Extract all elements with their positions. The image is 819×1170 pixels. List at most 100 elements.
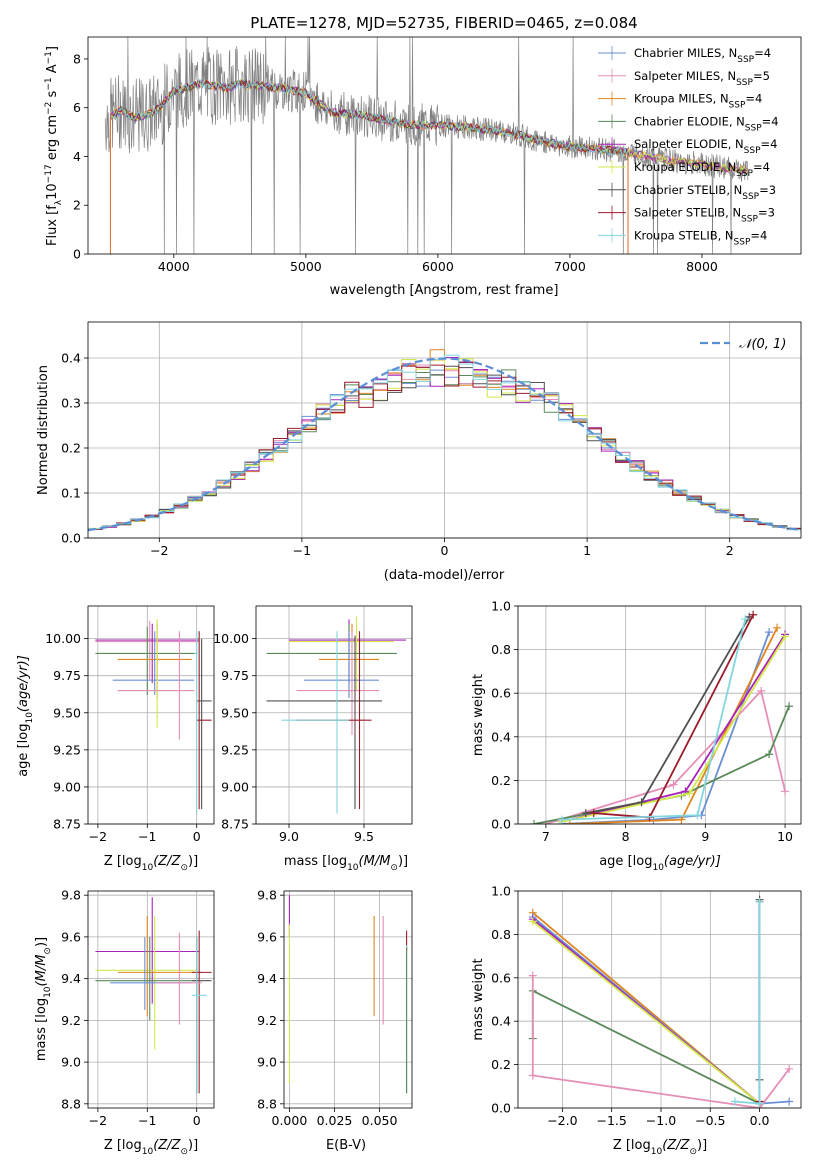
x-tick-label: 0.0 [750,1113,770,1128]
axes-frame [517,890,802,1109]
label-segment: 10 [347,863,359,873]
y-tick-label: 0.2 [491,773,511,788]
label-segment: s [45,90,60,101]
y-tick-label: 9.4 [61,971,81,986]
y-tick-label: 9.75 [221,668,249,683]
data-point-mil_kr [773,623,782,632]
x-axis-label: wavelength [Angstrom, rest frame] [330,283,559,298]
data-point-st_kr [741,615,750,624]
series-line-mil_ch [561,631,770,824]
axes-frame [87,890,215,1109]
label-segment: =3 [759,183,776,197]
label-segment: =3 [758,206,775,220]
chart-spectrum: 4000 5000 6000 7000 8000 0 2 4 6 8 PLATE=1278, MJD… [44,14,802,298]
data-point-st_kr [755,1099,764,1108]
y-tick-label: 0.8 [491,642,511,657]
legend-entry: 𝒩(0, 1) [739,337,786,352]
y-tick-label: 0.6 [491,970,511,985]
y-tick-label: 9.6 [61,929,81,944]
series-line-el_sa [561,633,786,823]
label-segment: )] [697,1138,707,1153]
y-tick-label: 8.8 [257,1096,277,1111]
label-segment: SSP [742,192,759,202]
legend-entry: Salpeter MILES, NSSP=5 [634,69,770,88]
series-line-mil_sa [531,975,790,1108]
data-point-mil_ch [785,1097,794,1106]
legend-entry: Kroupa ELODIE, NSSP=4 [634,160,770,179]
x-tick-label: 4000 [158,259,190,274]
x-tick-label: −1 [138,1113,156,1128]
data-point-st_sa [589,809,598,818]
plot-area-mass_vs_z [95,897,212,1094]
plot-area-mass_vs_ebv [288,895,408,1094]
x-tick-label: −2.0 [547,1113,577,1128]
model-curve-st_kr [112,78,629,157]
y-tick-label: 9.25 [53,742,81,757]
x-tick-label: 9 [701,829,709,844]
label-segment: Z [log [104,854,142,869]
axes-frame [517,605,802,825]
x-tick-label: 7000 [554,259,586,274]
label-segment: 10 [45,183,60,200]
plot-area-residuals [88,349,801,532]
y-tick-label: 8.75 [221,817,249,832]
y-tick-label: 0.4 [61,351,81,366]
legend-entry: Chabrier MILES, NSSP=4 [634,46,771,65]
label-segment: A [45,64,60,77]
x-tick-label: −1 [138,829,156,844]
label-segment: mass [log [34,998,49,1061]
plot-area-massweight_vs_z [528,895,794,1108]
label-segment: SSP [744,146,761,156]
label-segment: )] [188,1138,198,1153]
axes-frame [87,605,215,825]
y-tick-label: 9.00 [221,779,249,794]
x-tick-label: 8 [622,829,630,844]
axes-frame [87,321,802,539]
label-segment: Kroupa ELODIE, N [634,160,736,174]
y-axis-label: mass weight [471,674,486,756]
label-segment: Z [log [104,1138,142,1153]
y-tick-label: 10.00 [213,631,249,646]
plot-area-age_vs_mass [266,616,406,814]
data-point-el_kr [781,632,790,641]
label-segment: =5 [753,69,770,83]
x-tick-label: 7 [542,829,550,844]
label-segment: Chabrier STELIB, N [634,183,742,197]
y-tick-label: 8.8 [61,1096,81,1111]
label-segment: =4 [761,137,778,151]
x-tick-label: 0 [193,829,201,844]
chart-mass_vs_ebv: 0.000 0.025 0.050 8.8 9.0 9.2 9.4 9.6 9.8 E(B-V) [257,888,413,1153]
data-point-mil_sa [528,1071,537,1080]
label-segment: )] [188,854,198,869]
data-point-mil_sa [757,687,766,696]
y-axis-label: age [log10(age/yr)] [16,655,35,777]
y-tick-label: 0.0 [491,1101,511,1116]
data-point-mil_ch [765,628,774,637]
label-segment: 10 [142,863,154,873]
label-segment: −1 [44,77,54,90]
data-point-st_ch [581,809,590,818]
label-segment: Flux [f [45,205,60,246]
label-segment: ⊙ [390,863,398,873]
y-tick-label: 9.2 [61,1013,81,1028]
plot-area-massweight_vs_age [529,610,794,824]
y-tick-label: 9.2 [257,1013,277,1028]
x-tick-label: 8000 [686,259,718,274]
y-tick-label: 0.8 [491,927,511,942]
chart-massweight_vs_z: −2.0 −1.5 −1.0 −0.5 0.0 0.0 0.2 0.4 0.6 0.8 1.0 Z [… [471,884,802,1157]
y-tick-label: 9.75 [53,668,81,683]
series-line-st_kr [734,901,761,1105]
y-tick-label: 9.0 [257,1055,277,1070]
axes-frame [255,605,413,825]
x-axis-label: Z [log10(Z/Z⊙)] [104,1138,198,1157]
y-tick-label: 0 [73,247,81,262]
legend-entry: Chabrier STELIB, NSSP=3 [634,183,776,202]
label-segment: ⊙ [180,863,188,873]
y-tick-label: 9.00 [53,779,81,794]
legend-entry: Kroupa STELIB, NSSP=4 [634,228,767,247]
x-axis-label: mass [log10(M/M⊙)] [284,854,408,873]
y-tick-label: 9.6 [257,929,277,944]
label-segment: −2 [44,102,54,115]
data-point-el_ch [765,750,774,759]
